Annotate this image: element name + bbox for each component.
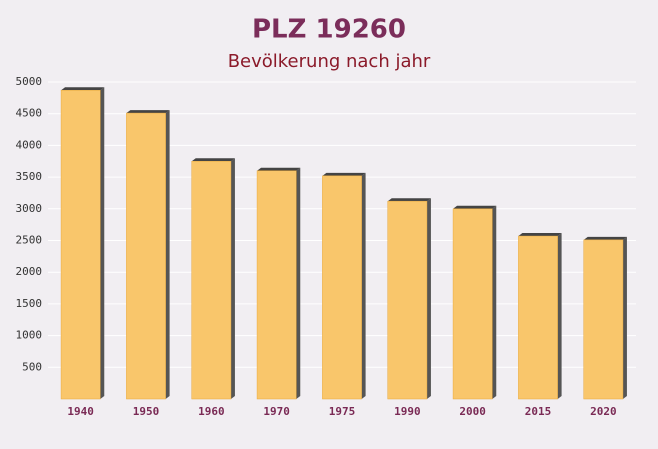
x-tick-label: 1975	[329, 405, 356, 418]
x-tick-label: 1960	[198, 405, 225, 418]
bar	[387, 200, 428, 400]
bar-side	[165, 110, 170, 399]
bar-top	[322, 172, 366, 176]
bar-top	[453, 205, 497, 209]
bar-side	[296, 167, 301, 399]
bar-side	[426, 198, 431, 399]
bar-side	[492, 205, 497, 399]
x-tick-label: 1940	[67, 405, 94, 418]
bar	[518, 235, 558, 400]
bar-side	[100, 87, 105, 399]
bar-top	[257, 167, 301, 171]
y-tick-label: 1500	[16, 297, 43, 310]
bar-top	[583, 236, 627, 240]
bar-top	[387, 198, 431, 202]
x-tick-label: 2000	[459, 405, 486, 418]
bar	[322, 175, 362, 400]
y-tick-label: 2000	[16, 265, 43, 278]
bar	[452, 208, 493, 400]
chart-title: PLZ 19260	[252, 15, 406, 45]
bar	[60, 89, 101, 400]
y-tick-label: 3500	[16, 170, 43, 183]
x-tick-label: 2015	[525, 405, 552, 418]
bar-top	[126, 110, 170, 114]
bar-top	[61, 87, 105, 91]
y-tick-label: 4000	[16, 138, 43, 151]
x-tick-label: 1970	[263, 405, 290, 418]
bar	[191, 161, 232, 400]
y-tick-label: 3000	[16, 202, 43, 215]
bar-side	[361, 172, 366, 399]
x-tick-label: 2020	[590, 405, 617, 418]
chart-subtitle: Bevölkerung nach jahr	[228, 51, 431, 72]
y-tick-label: 2500	[16, 234, 43, 247]
bar-top	[518, 233, 562, 237]
y-tick-label: 5000	[16, 75, 43, 88]
x-tick-label: 1990	[394, 405, 421, 418]
bar-side	[557, 233, 562, 399]
bar	[126, 112, 166, 400]
y-tick-label: 4500	[16, 107, 43, 120]
y-tick-label: 1000	[16, 329, 43, 342]
bar	[256, 170, 297, 400]
x-tick-label: 1950	[133, 405, 160, 418]
bar-side	[230, 158, 235, 399]
bar-top	[191, 158, 235, 162]
bar-side	[622, 236, 627, 399]
y-tick-label: 500	[22, 360, 42, 373]
bar	[583, 239, 624, 400]
